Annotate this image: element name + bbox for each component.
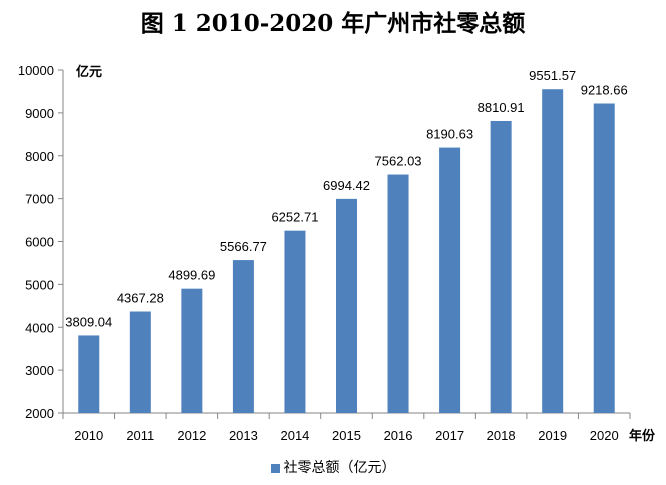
bar	[336, 198, 357, 413]
x-tick-label: 2014	[280, 428, 309, 443]
x-tick-label: 2017	[435, 428, 464, 443]
y-axis-title: 亿元	[76, 64, 102, 79]
y-tick-label: 10000	[18, 63, 54, 78]
data-label: 4899.69	[168, 268, 215, 283]
data-label: 6252.71	[271, 210, 318, 225]
y-tick-label: 5000	[25, 277, 54, 292]
x-tick-label: 2010	[74, 428, 103, 443]
y-tick-label: 8000	[25, 149, 54, 164]
bar	[593, 103, 615, 414]
data-label: 8190.63	[426, 127, 473, 142]
bar	[284, 230, 306, 413]
y-tick-label: 9000	[25, 106, 54, 121]
data-label: 3809.04	[65, 314, 112, 329]
x-tick-label: 2015	[332, 428, 361, 443]
data-label: 6994.42	[323, 178, 370, 193]
y-tick-label: 4000	[25, 320, 54, 335]
y-tick-label: 3000	[25, 363, 54, 378]
bar	[181, 288, 203, 413]
bar	[490, 120, 512, 413]
y-tick-label: 7000	[25, 192, 54, 207]
x-tick-label: 2018	[487, 428, 516, 443]
x-axis-title: 年份	[629, 428, 656, 443]
x-tick-label: 2019	[538, 428, 567, 443]
x-tick-label: 2020	[590, 428, 619, 443]
chart-title: 图 1 2010-2020 年广州市社零总额	[140, 10, 526, 37]
bar	[129, 311, 151, 413]
x-tick-label: 2011	[126, 428, 154, 443]
bar	[78, 335, 100, 413]
data-label: 9218.66	[581, 82, 628, 97]
x-tick-label: 2012	[177, 428, 206, 443]
data-label: 5566.77	[220, 239, 267, 254]
bar	[542, 89, 564, 413]
y-tick-label: 2000	[25, 406, 54, 421]
data-label: 4367.28	[117, 291, 164, 306]
data-label: 7562.03	[375, 154, 422, 169]
data-label: 8810.91	[478, 100, 525, 115]
legend-label: 社零总额（亿元）	[283, 460, 396, 476]
data-label: 9551.57	[529, 68, 576, 83]
bar	[232, 260, 254, 413]
legend-swatch	[270, 463, 280, 473]
bar	[439, 147, 461, 414]
y-tick-label: 6000	[25, 235, 54, 250]
bar	[387, 174, 409, 413]
legend: 社零总额（亿元）	[0, 457, 666, 477]
x-tick-label: 2013	[229, 428, 258, 443]
x-tick-label: 2016	[384, 428, 413, 443]
